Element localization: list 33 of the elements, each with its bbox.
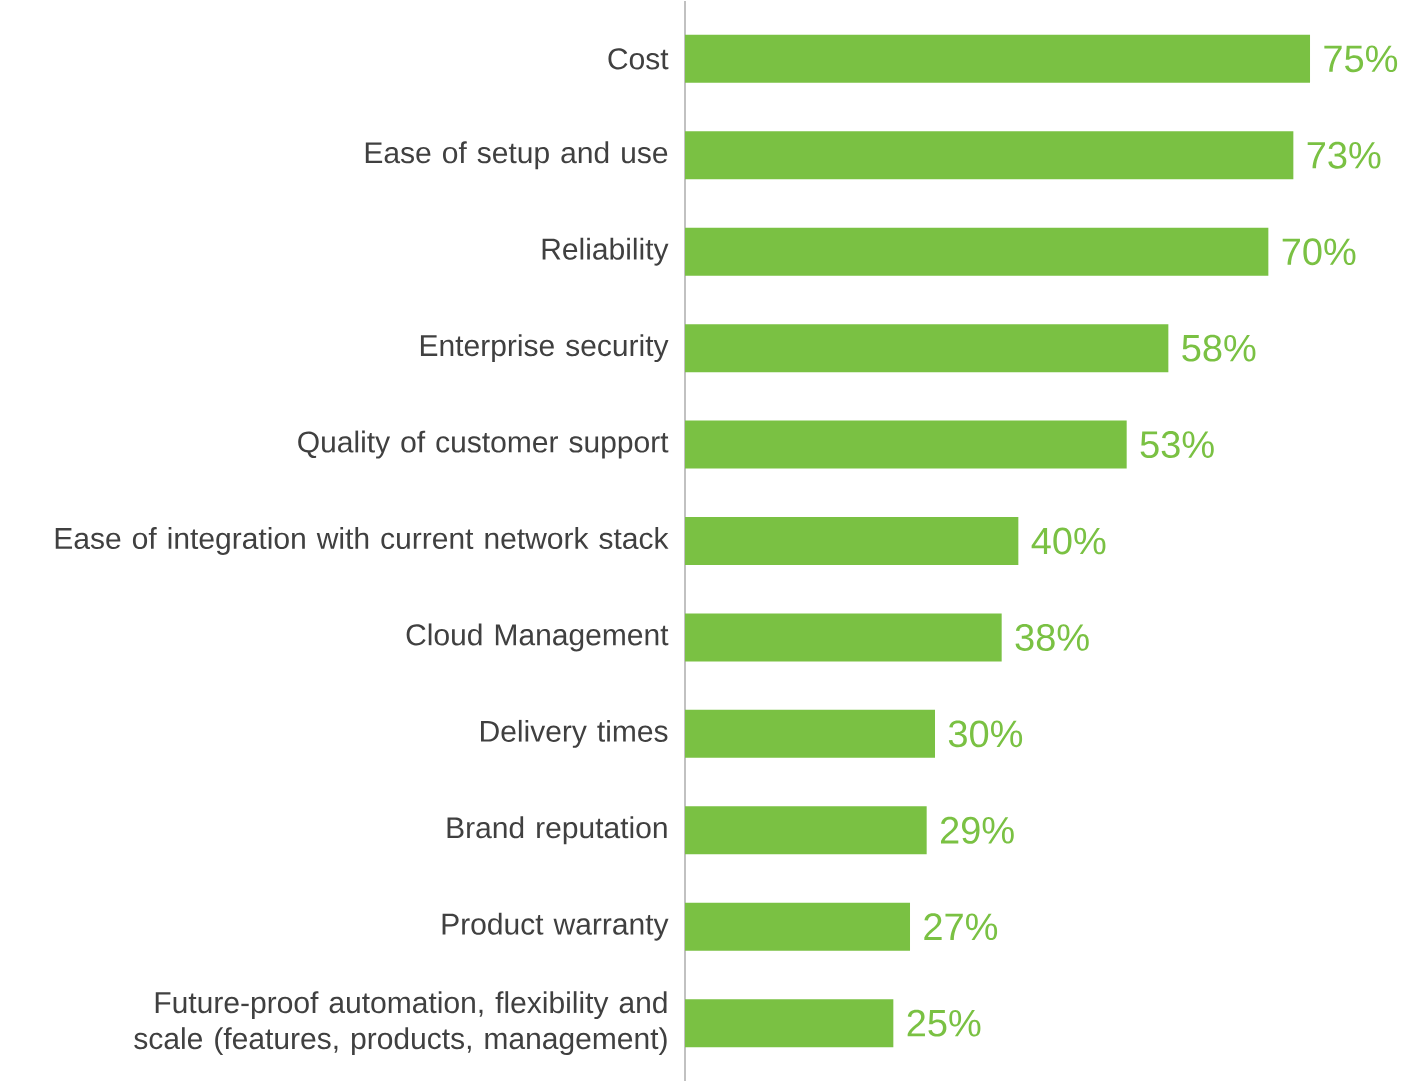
- data-label: 29%: [940, 816, 1014, 844]
- y-tick-label: Ease of setup and use: [365, 141, 668, 170]
- bar: [685, 613, 1002, 662]
- bar: [685, 999, 894, 1048]
- y-tick-label: Product warranty: [442, 912, 669, 941]
- y-tick-label: Reliability: [542, 237, 669, 266]
- y-tick-label: Cloud Management: [406, 623, 669, 652]
- y-tick-label: Future-proof automation, flexibility and scale (features, products, management): [134, 991, 667, 1056]
- bar: [685, 806, 927, 855]
- bar: [685, 324, 1169, 373]
- data-label: 25%: [907, 1009, 981, 1037]
- bar: [685, 902, 911, 951]
- y-tick-label: Quality of customer support: [298, 430, 669, 459]
- bar: [685, 131, 1294, 180]
- bar: [685, 227, 1269, 276]
- data-label: 73%: [1307, 141, 1381, 169]
- bar: [685, 34, 1311, 83]
- y-tick-label: Enterprise security: [420, 334, 669, 363]
- data-label: 38%: [1015, 623, 1089, 651]
- data-label: 53%: [1140, 431, 1214, 459]
- y-tick-label: Brand reputation: [447, 816, 667, 845]
- data-label: 27%: [924, 913, 998, 941]
- bar: [685, 517, 1019, 566]
- bar: [685, 709, 936, 758]
- bar: [685, 420, 1127, 469]
- data-label: 75%: [1324, 45, 1398, 73]
- y-tick-label: Cost: [608, 48, 669, 70]
- y-tick-label: Ease of integration with current network stack: [55, 527, 669, 555]
- data-label: 30%: [948, 720, 1023, 748]
- data-label: 40%: [1031, 527, 1106, 555]
- y-tick-label: Delivery times: [481, 719, 668, 748]
- data-label: 58%: [1182, 334, 1256, 362]
- data-label: 70%: [1282, 238, 1356, 266]
